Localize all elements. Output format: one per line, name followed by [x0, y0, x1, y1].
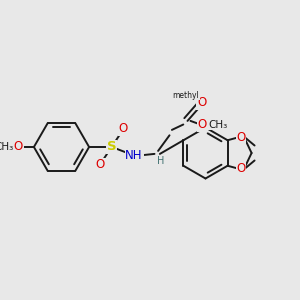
Text: CH₃: CH₃ — [208, 119, 227, 130]
Text: O: O — [118, 122, 127, 136]
Text: O: O — [96, 158, 105, 172]
Text: methyl: methyl — [172, 91, 200, 100]
Text: O: O — [236, 131, 246, 144]
Text: CH₃: CH₃ — [0, 142, 14, 152]
Text: O: O — [197, 96, 206, 110]
Text: O: O — [198, 118, 207, 131]
Text: O: O — [236, 162, 246, 175]
Text: NH: NH — [125, 149, 143, 162]
Text: S: S — [107, 140, 116, 154]
Text: O: O — [14, 140, 23, 154]
Text: H: H — [157, 156, 164, 167]
